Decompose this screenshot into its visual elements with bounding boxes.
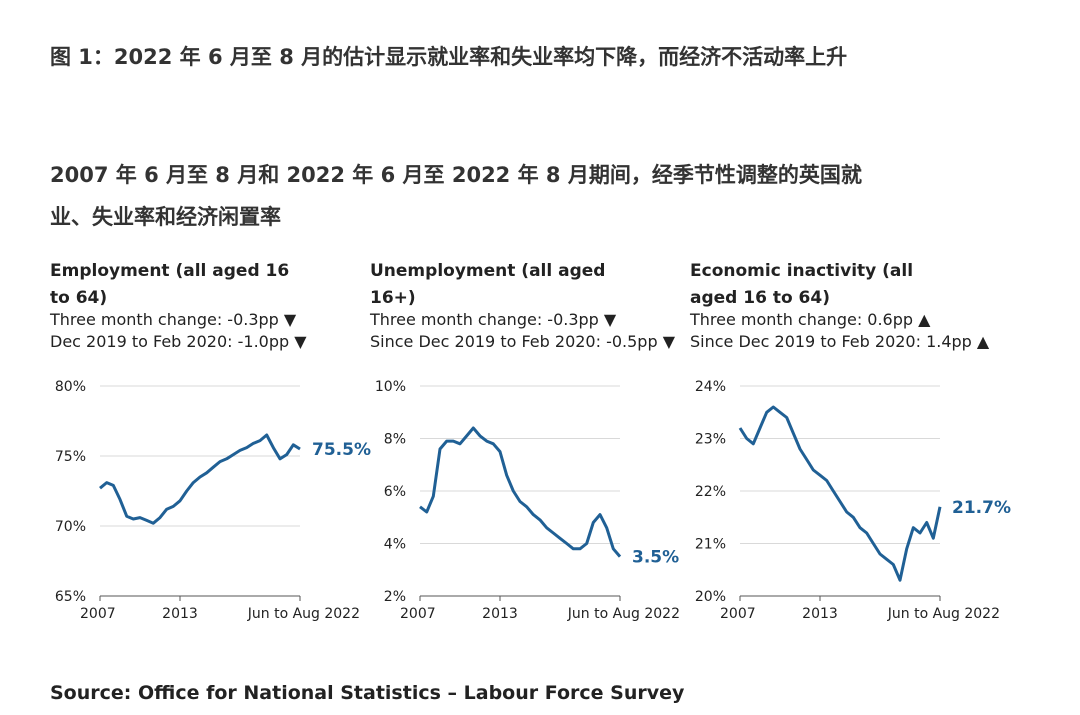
inactivity-panel: Economic inactivity (all aged 16 to 64) … (690, 258, 1020, 638)
x-tick-label: 2007 (720, 606, 756, 622)
latest-value-label: 21.7% (952, 498, 1011, 518)
x-tick-label: Jun to Aug 2022 (247, 606, 360, 622)
three-month-change: Three month change: -0.3pp ▼ (50, 310, 297, 329)
three-month-change: Three month change: 0.6pp ▲ (690, 310, 931, 329)
y-tick-label: 23% (695, 432, 726, 448)
since-pre-pandemic-change: Since Dec 2019 to Feb 2020: 1.4pp ▲ (690, 332, 990, 351)
y-tick-label: 22% (695, 484, 726, 500)
series-line (419, 426, 622, 558)
y-tick-label: 75% (55, 449, 86, 465)
y-tick-label: 24% (695, 379, 726, 395)
inactivity-chart: 20% 21% 22% 23% 24% 2007 2013 Jun to Aug 2022 21… (695, 379, 1011, 622)
panel-title: Employment (all aged 16 to 64) (50, 261, 290, 308)
panel-title: Economic inactivity (all aged 16 to 64) (690, 261, 914, 308)
unemployment-chart: 2% 4% 6% 8% 10% 2007 2013 Jun to Aug 2022 3.5% (375, 379, 680, 622)
figure-subtitle: 2007 年 6 月至 8 月和 2022 年 6 月至 2022 年 8 月期… (50, 163, 862, 229)
source-note: Source: Office for National Statistics –… (50, 682, 685, 704)
employment-panel: Employment (all aged 16 to 64) Three mon… (50, 258, 380, 638)
x-tick-label: 2007 (400, 606, 436, 622)
y-tick-label: 21% (695, 537, 726, 553)
y-tick-label: 8% (384, 432, 406, 448)
x-tick-label: 2013 (802, 606, 838, 622)
x-tick-label: Jun to Aug 2022 (887, 606, 1000, 622)
series-line (99, 433, 301, 525)
since-pre-pandemic-change: Since Dec 2019 to Feb 2020: -0.5pp ▼ (370, 332, 675, 351)
x-tick-label: Jun to Aug 2022 (567, 606, 680, 622)
y-tick-label: 10% (375, 379, 406, 395)
y-tick-label: 2% (384, 589, 406, 605)
y-tick-label: 80% (55, 379, 86, 395)
y-tick-label: 65% (55, 589, 86, 605)
x-tick-label: 2013 (162, 606, 198, 622)
x-tick-label: 2013 (482, 606, 518, 622)
unemployment-panel: Unemployment (all aged 16+) Three month … (370, 258, 700, 638)
y-tick-label: 70% (55, 519, 86, 535)
three-month-change: Three month change: -0.3pp ▼ (370, 310, 617, 329)
y-tick-label: 4% (384, 537, 406, 553)
figure-title: 图 1：2022 年 6 月至 8 月的估计显示就业率和失业率均下降，而经济不活… (50, 45, 848, 69)
y-tick-label: 6% (384, 484, 406, 500)
latest-value-label: 75.5% (312, 440, 371, 460)
since-pre-pandemic-change: Dec 2019 to Feb 2020: -1.0pp ▼ (50, 332, 307, 351)
employment-chart: 65% 70% 75% 80% 2007 2013 Jun to Aug 2022 75.5% (55, 379, 371, 622)
series-line (738, 405, 942, 582)
y-tick-label: 20% (695, 589, 726, 605)
latest-value-label: 3.5% (632, 548, 679, 568)
x-tick-label: 2007 (80, 606, 116, 622)
panel-title: Unemployment (all aged 16+) (370, 261, 606, 308)
